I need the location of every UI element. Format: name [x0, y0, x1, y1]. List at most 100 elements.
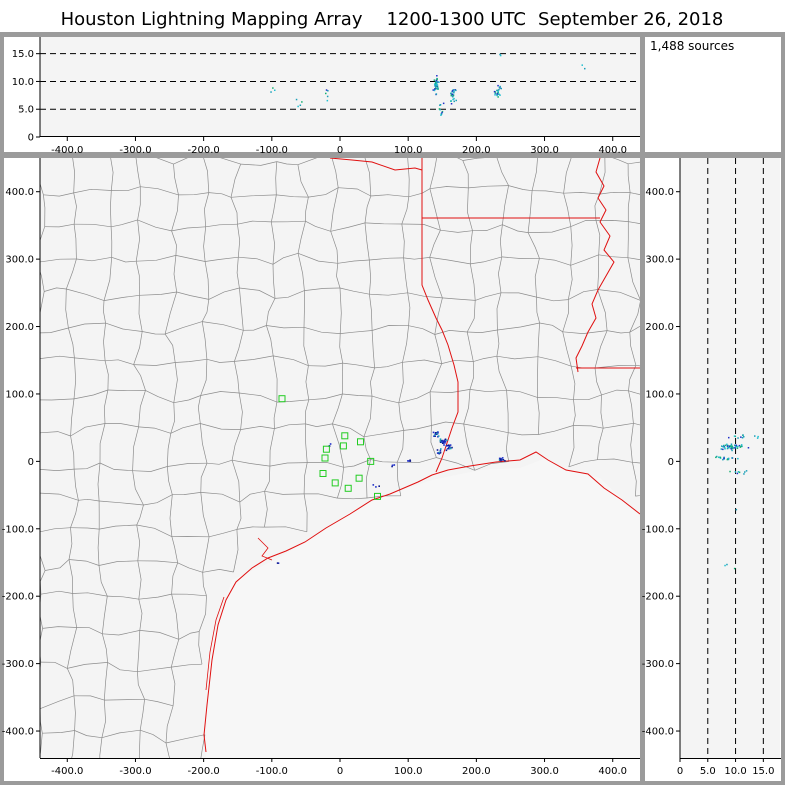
ew-source-point: [327, 90, 329, 92]
lightning-source-point: [434, 433, 437, 435]
county-line: [68, 559, 74, 594]
county-line: [137, 666, 172, 673]
county-line: [110, 226, 113, 258]
county-line: [597, 254, 600, 290]
ns-source-point: [731, 457, 733, 459]
ew-source-point: [497, 84, 499, 87]
ns-source-point: [747, 447, 750, 449]
county-line: [271, 220, 306, 223]
county-line: [171, 663, 203, 668]
ew-source-point: [436, 84, 439, 86]
lma-station-marker: [322, 445, 330, 453]
lightning-source-point: [407, 460, 409, 462]
county-line: [104, 423, 139, 428]
county-line: [197, 395, 202, 424]
county-line: [398, 391, 431, 404]
county-line: [496, 329, 500, 357]
lightning-source-point: [443, 444, 445, 446]
county-line: [40, 492, 79, 501]
county-line: [330, 187, 339, 232]
county-line: [70, 398, 75, 437]
county-line: [429, 363, 443, 392]
county-line: [173, 158, 189, 165]
ew-source-point: [499, 85, 501, 88]
county-line: [72, 592, 108, 597]
ns-source-point: [730, 445, 732, 448]
county-line: [297, 253, 305, 291]
ns-source-point: [736, 472, 739, 475]
lightning-source-point: [441, 440, 443, 443]
county-line: [562, 331, 572, 367]
county-line: [40, 258, 77, 263]
ew-source-point: [436, 81, 438, 83]
county-line: [74, 462, 101, 470]
county-line: [508, 432, 539, 436]
county-line: [140, 729, 167, 744]
county-line: [305, 399, 310, 424]
lightning-source-point: [393, 464, 396, 466]
county-line: [434, 330, 468, 335]
county-line: [632, 461, 640, 464]
county-line: [463, 389, 471, 425]
ew-source-point: [439, 104, 442, 106]
ns-source-point: [722, 446, 724, 448]
ew-source-point: [450, 94, 452, 96]
lma-station-marker: [367, 457, 375, 465]
county-line: [220, 158, 241, 165]
lightning-source-point: [391, 465, 393, 468]
time-range: 1200-1300 UTC: [386, 9, 526, 30]
lightning-source-point: [434, 435, 436, 437]
county-line: [599, 191, 631, 195]
county-line: [572, 399, 576, 426]
county-line: [466, 300, 476, 333]
county-line: [599, 158, 606, 195]
county-line: [73, 357, 77, 399]
county-line: [200, 391, 240, 396]
county-line: [136, 504, 144, 526]
county-line: [40, 554, 46, 571]
ns-source-point: [737, 437, 739, 439]
county-line: [204, 192, 210, 227]
lightning-source-point: [499, 458, 502, 461]
county-line: [133, 362, 176, 366]
ew-source-point: [498, 88, 500, 91]
county-line: [65, 288, 69, 329]
ew-altitude-reference-lines: [40, 53, 640, 110]
county-line: [171, 593, 207, 597]
county-line: [40, 398, 75, 401]
y-tick-label: -300.0: [2, 659, 34, 670]
county-line: [239, 287, 244, 331]
ns-source-point: [719, 457, 722, 459]
ew-source-point: [499, 53, 501, 56]
altitude-east-west-panel: -400.0 -300.0 -200.0 -100.0 0 100.0 200.0 300.0…: [12, 37, 640, 156]
ns-source-point: [741, 445, 743, 448]
ns-source-point: [734, 447, 736, 449]
ew-source-point: [435, 93, 438, 95]
county-line: [238, 392, 243, 430]
county-line: [562, 330, 608, 334]
county-line: [205, 256, 239, 262]
county-line: [44, 223, 75, 228]
county-line: [397, 457, 437, 464]
ns-source-point: [729, 445, 731, 447]
x-tick-label: -400.0: [51, 145, 83, 156]
ns-source-point: [733, 435, 736, 437]
lma-station-marker: [331, 479, 339, 487]
county-line: [496, 355, 538, 360]
county-line: [237, 220, 272, 225]
ns-source-point: [731, 449, 733, 452]
county-line: [531, 158, 538, 191]
county-line: [567, 265, 573, 300]
county-line: [135, 219, 140, 262]
ew-source-point: [450, 103, 453, 105]
county-line: [40, 182, 44, 195]
county-line: [104, 360, 109, 391]
county-line: [202, 536, 210, 573]
county-line: [364, 195, 372, 223]
county-line: [198, 631, 203, 665]
x-tick-label: -100.0: [256, 145, 288, 156]
lightning-source-point: [409, 460, 412, 462]
ns-source-point: [757, 435, 759, 438]
county-line: [231, 429, 241, 461]
county-line: [563, 192, 600, 195]
